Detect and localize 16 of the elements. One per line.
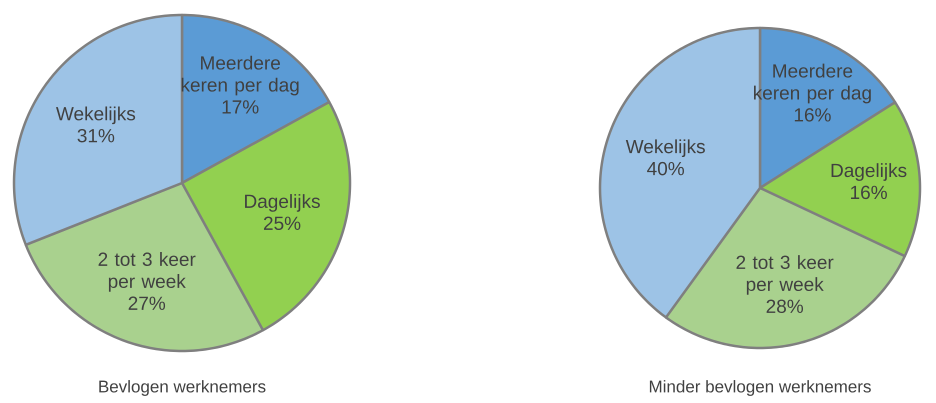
data-label: 16% [851,186,887,200]
slice-label: Wekelijks [626,139,705,158]
data-label: 31% [78,128,114,142]
data-label: 28% [766,300,804,314]
data-label: 40% [647,162,684,176]
slice-label: 2 tot 3 keer per week [736,255,834,295]
slice-label: 2 tot 3 keer per week [98,252,196,292]
data-label: 17% [222,100,258,114]
slice-label: Dagelijks [245,194,320,212]
data-label: 25% [264,216,300,230]
data-label: 16% [794,108,831,122]
data-label: 27% [128,296,166,310]
slice-label: Wekelijks [56,106,136,124]
text: Bevlogen werknemers [99,380,266,396]
slice-label: Dagelijks [832,163,906,181]
text: Minder bevlogen werknemers [650,380,871,396]
